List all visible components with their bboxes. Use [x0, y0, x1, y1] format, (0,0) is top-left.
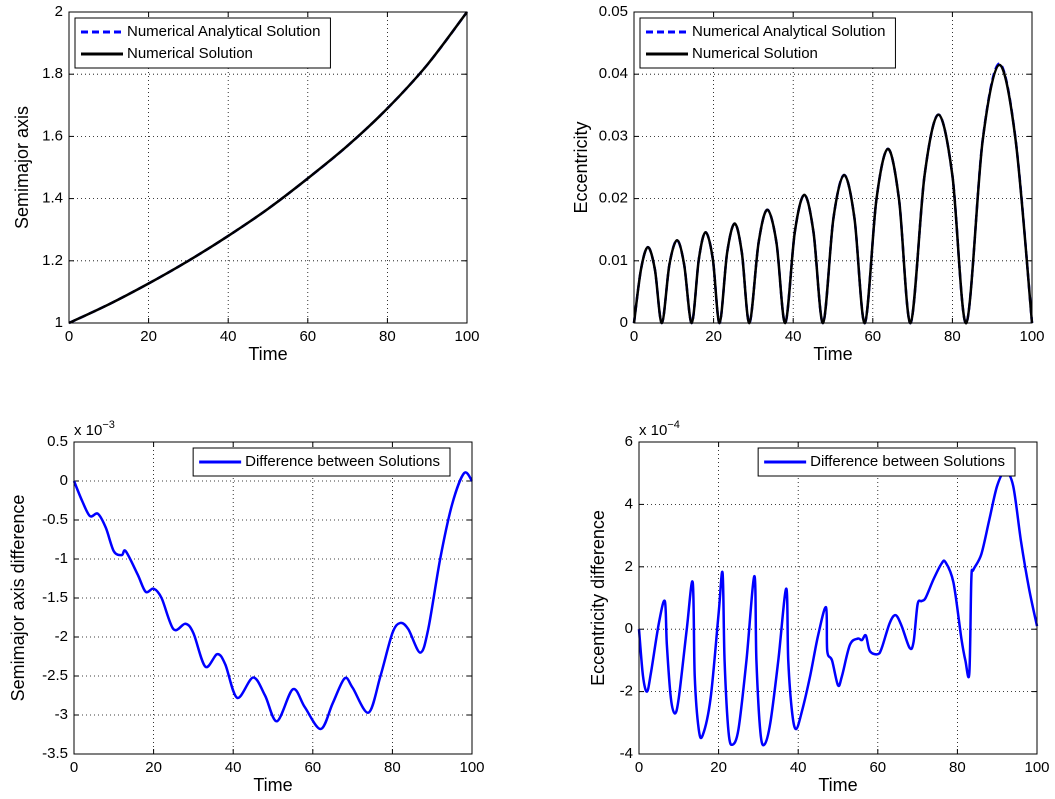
x-axis-label: Time — [813, 344, 852, 364]
data-line — [72, 471, 474, 731]
legend-label: Numerical Solution — [127, 45, 253, 62]
y-axis-label: Eccentricity — [571, 121, 591, 213]
legend-box — [74, 17, 331, 69]
y-tick-label: -1.5 — [42, 589, 68, 606]
multiplier-exponent: −3 — [102, 419, 115, 431]
y-tick-label: 6 — [625, 433, 633, 450]
x-tick-label: 60 — [299, 328, 316, 345]
x-tick-label: 40 — [220, 328, 237, 345]
legend: Difference between Solutions — [757, 447, 1016, 477]
axes-box — [638, 441, 1038, 755]
x-tick-label: 80 — [384, 759, 401, 776]
axis-multiplier: x 10−3 — [74, 419, 115, 439]
y-tick-label: 1.6 — [42, 127, 63, 144]
data-line — [632, 63, 1034, 325]
y-tick-label: 2 — [55, 3, 63, 20]
multiplier-exponent: −4 — [667, 419, 680, 431]
x-tick-label: 20 — [705, 328, 722, 345]
x-tick-label: 100 — [1019, 328, 1044, 345]
axes-box — [73, 441, 473, 755]
legend: Difference between Solutions — [192, 447, 451, 477]
y-tick-label: 0.03 — [599, 127, 628, 144]
axis-multiplier: x 10−4 — [639, 419, 680, 439]
y-tick-label: 0 — [620, 314, 628, 331]
y-tick-label: -1 — [55, 550, 68, 567]
y-tick-label: 0.04 — [599, 65, 628, 82]
plot-area — [639, 442, 1037, 754]
legend-label: Numerical Analytical Solution — [127, 23, 320, 40]
y-tick-label: 0.05 — [599, 3, 628, 20]
x-tick-label: 0 — [70, 759, 78, 776]
x-tick-label: 100 — [454, 328, 479, 345]
y-tick-label: -3.5 — [42, 745, 68, 762]
y-axis-label: Semimajor axis difference — [8, 495, 28, 702]
y-tick-label: 1 — [55, 314, 63, 331]
x-tick-label: 60 — [869, 759, 886, 776]
y-tick-label: -2 — [620, 683, 633, 700]
data-line — [637, 470, 1039, 747]
y-tick-label: -4 — [620, 745, 633, 762]
legend: Numerical Analytical Solution Numerical S… — [639, 17, 896, 69]
x-tick-label: 80 — [949, 759, 966, 776]
y-tick-label: 0.5 — [47, 433, 68, 450]
x-axis-label: Time — [253, 775, 292, 795]
y-tick-label: -3 — [55, 706, 68, 723]
x-axis-label: Time — [818, 775, 857, 795]
x-tick-label: 100 — [459, 759, 484, 776]
x-tick-label: 0 — [65, 328, 73, 345]
legend-box — [639, 17, 896, 69]
legend-label: Difference between Solutions — [245, 453, 440, 470]
legend-label: Numerical Solution — [692, 45, 818, 62]
axes-box — [68, 11, 468, 324]
y-tick-label: -0.5 — [42, 511, 68, 528]
y-tick-label: 0.01 — [599, 252, 628, 269]
y-tick-label: 1.8 — [42, 65, 63, 82]
y-tick-label: 0 — [60, 472, 68, 489]
x-tick-label: 80 — [944, 328, 961, 345]
x-tick-label: 40 — [225, 759, 242, 776]
x-tick-label: 20 — [140, 328, 157, 345]
y-axis-label: Eccentricity difference — [588, 510, 608, 686]
legend-label: Difference between Solutions — [810, 453, 1005, 470]
y-tick-label: 4 — [625, 495, 633, 512]
y-tick-label: -2 — [55, 628, 68, 645]
x-tick-label: 80 — [379, 328, 396, 345]
x-tick-label: 60 — [304, 759, 321, 776]
y-axis-label: Semimajor axis — [12, 106, 32, 229]
x-tick-label: 40 — [785, 328, 802, 345]
legend-label: Numerical Analytical Solution — [692, 23, 885, 40]
x-tick-label: 20 — [710, 759, 727, 776]
y-tick-label: 0.02 — [599, 190, 628, 207]
x-tick-label: 0 — [630, 328, 638, 345]
x-tick-label: 20 — [145, 759, 162, 776]
multiplier-base: x 10 — [639, 422, 667, 439]
x-tick-label: 40 — [790, 759, 807, 776]
y-tick-label: 1.2 — [42, 252, 63, 269]
data-line — [68, 11, 468, 325]
y-tick-label: -2.5 — [42, 667, 68, 684]
y-tick-label: 0 — [625, 620, 633, 637]
legend: Numerical Analytical Solution Numerical S… — [74, 17, 331, 69]
x-tick-label: 0 — [635, 759, 643, 776]
x-tick-label: 60 — [864, 328, 881, 345]
plot-area — [74, 442, 472, 754]
axes-box — [633, 11, 1033, 324]
x-tick-label: 100 — [1024, 759, 1049, 776]
y-tick-label: 1.4 — [42, 190, 63, 207]
multiplier-base: x 10 — [74, 422, 102, 439]
y-tick-label: 2 — [625, 558, 633, 575]
x-axis-label: Time — [248, 344, 287, 364]
